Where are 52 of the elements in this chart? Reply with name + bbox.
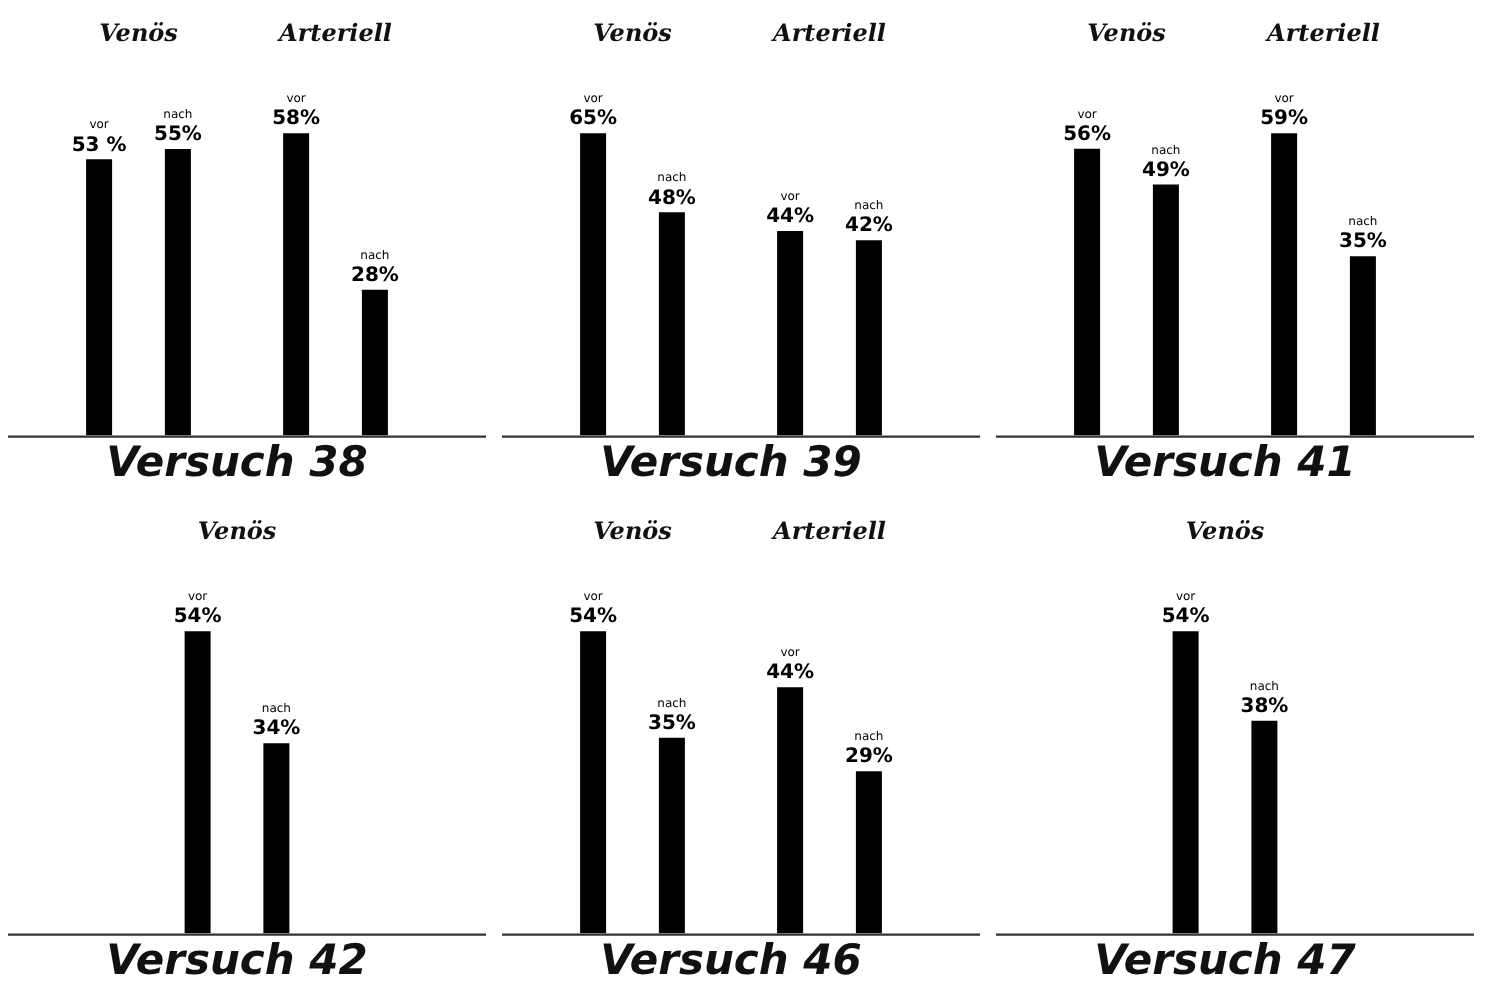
bar [580, 133, 607, 436]
data-label: 35% [647, 712, 696, 735]
bar [1074, 148, 1101, 436]
data-label: 29% [844, 746, 893, 769]
data-label: 56% [1063, 123, 1112, 146]
bar [86, 159, 113, 436]
data-label: 28% [350, 264, 399, 287]
x-tick-label: Arteriell [771, 18, 887, 47]
data-label: 59% [1260, 108, 1309, 131]
x-tick-label: Venös [593, 516, 673, 545]
data-label: 54% [173, 606, 222, 629]
text: Versuch 46 [600, 935, 862, 984]
data-label: 38% [1240, 696, 1289, 719]
data-label: 44% [766, 206, 815, 229]
x-tick-label: Venös [1087, 18, 1167, 47]
text: Versuch 42 [106, 935, 368, 984]
x-tick-label: Venös [197, 516, 277, 545]
bar [855, 240, 882, 436]
x-tick-label: Venös [1185, 516, 1265, 545]
text: Versuch 38 [106, 437, 368, 486]
bar [1349, 256, 1376, 436]
data-label: 54% [1161, 606, 1210, 629]
bar [1152, 184, 1179, 436]
bar [777, 687, 804, 934]
x-tick-label: Arteriell [277, 18, 393, 47]
bar [1271, 133, 1298, 436]
bar [164, 148, 191, 436]
x-tick-label: Venös [99, 18, 179, 47]
x-tick-label: Arteriell [771, 516, 887, 545]
data-label: 55% [153, 124, 202, 147]
bar [658, 737, 685, 934]
data-label: 53 % [71, 134, 127, 157]
bar [855, 771, 882, 934]
bar [361, 289, 388, 436]
bar [580, 631, 607, 934]
x-tick-label: Venös [593, 18, 673, 47]
text: Versuch 41 [1094, 437, 1356, 486]
data-label: 44% [766, 662, 815, 685]
data-label: 42% [844, 215, 893, 238]
x-tick-label: Arteriell [1265, 18, 1381, 47]
data-label: 65% [569, 108, 618, 131]
data-label: 58% [272, 108, 321, 131]
text: Versuch 39 [600, 437, 862, 486]
data-label: 48% [647, 187, 696, 210]
data-label: 49% [1141, 159, 1190, 182]
data-label: 35% [1338, 231, 1387, 254]
bar [283, 133, 310, 436]
data-label: 34% [252, 718, 301, 741]
text: Versuch 47 [1094, 935, 1357, 984]
data-label: 54% [569, 606, 618, 629]
bar [658, 212, 685, 436]
bar [777, 230, 804, 436]
